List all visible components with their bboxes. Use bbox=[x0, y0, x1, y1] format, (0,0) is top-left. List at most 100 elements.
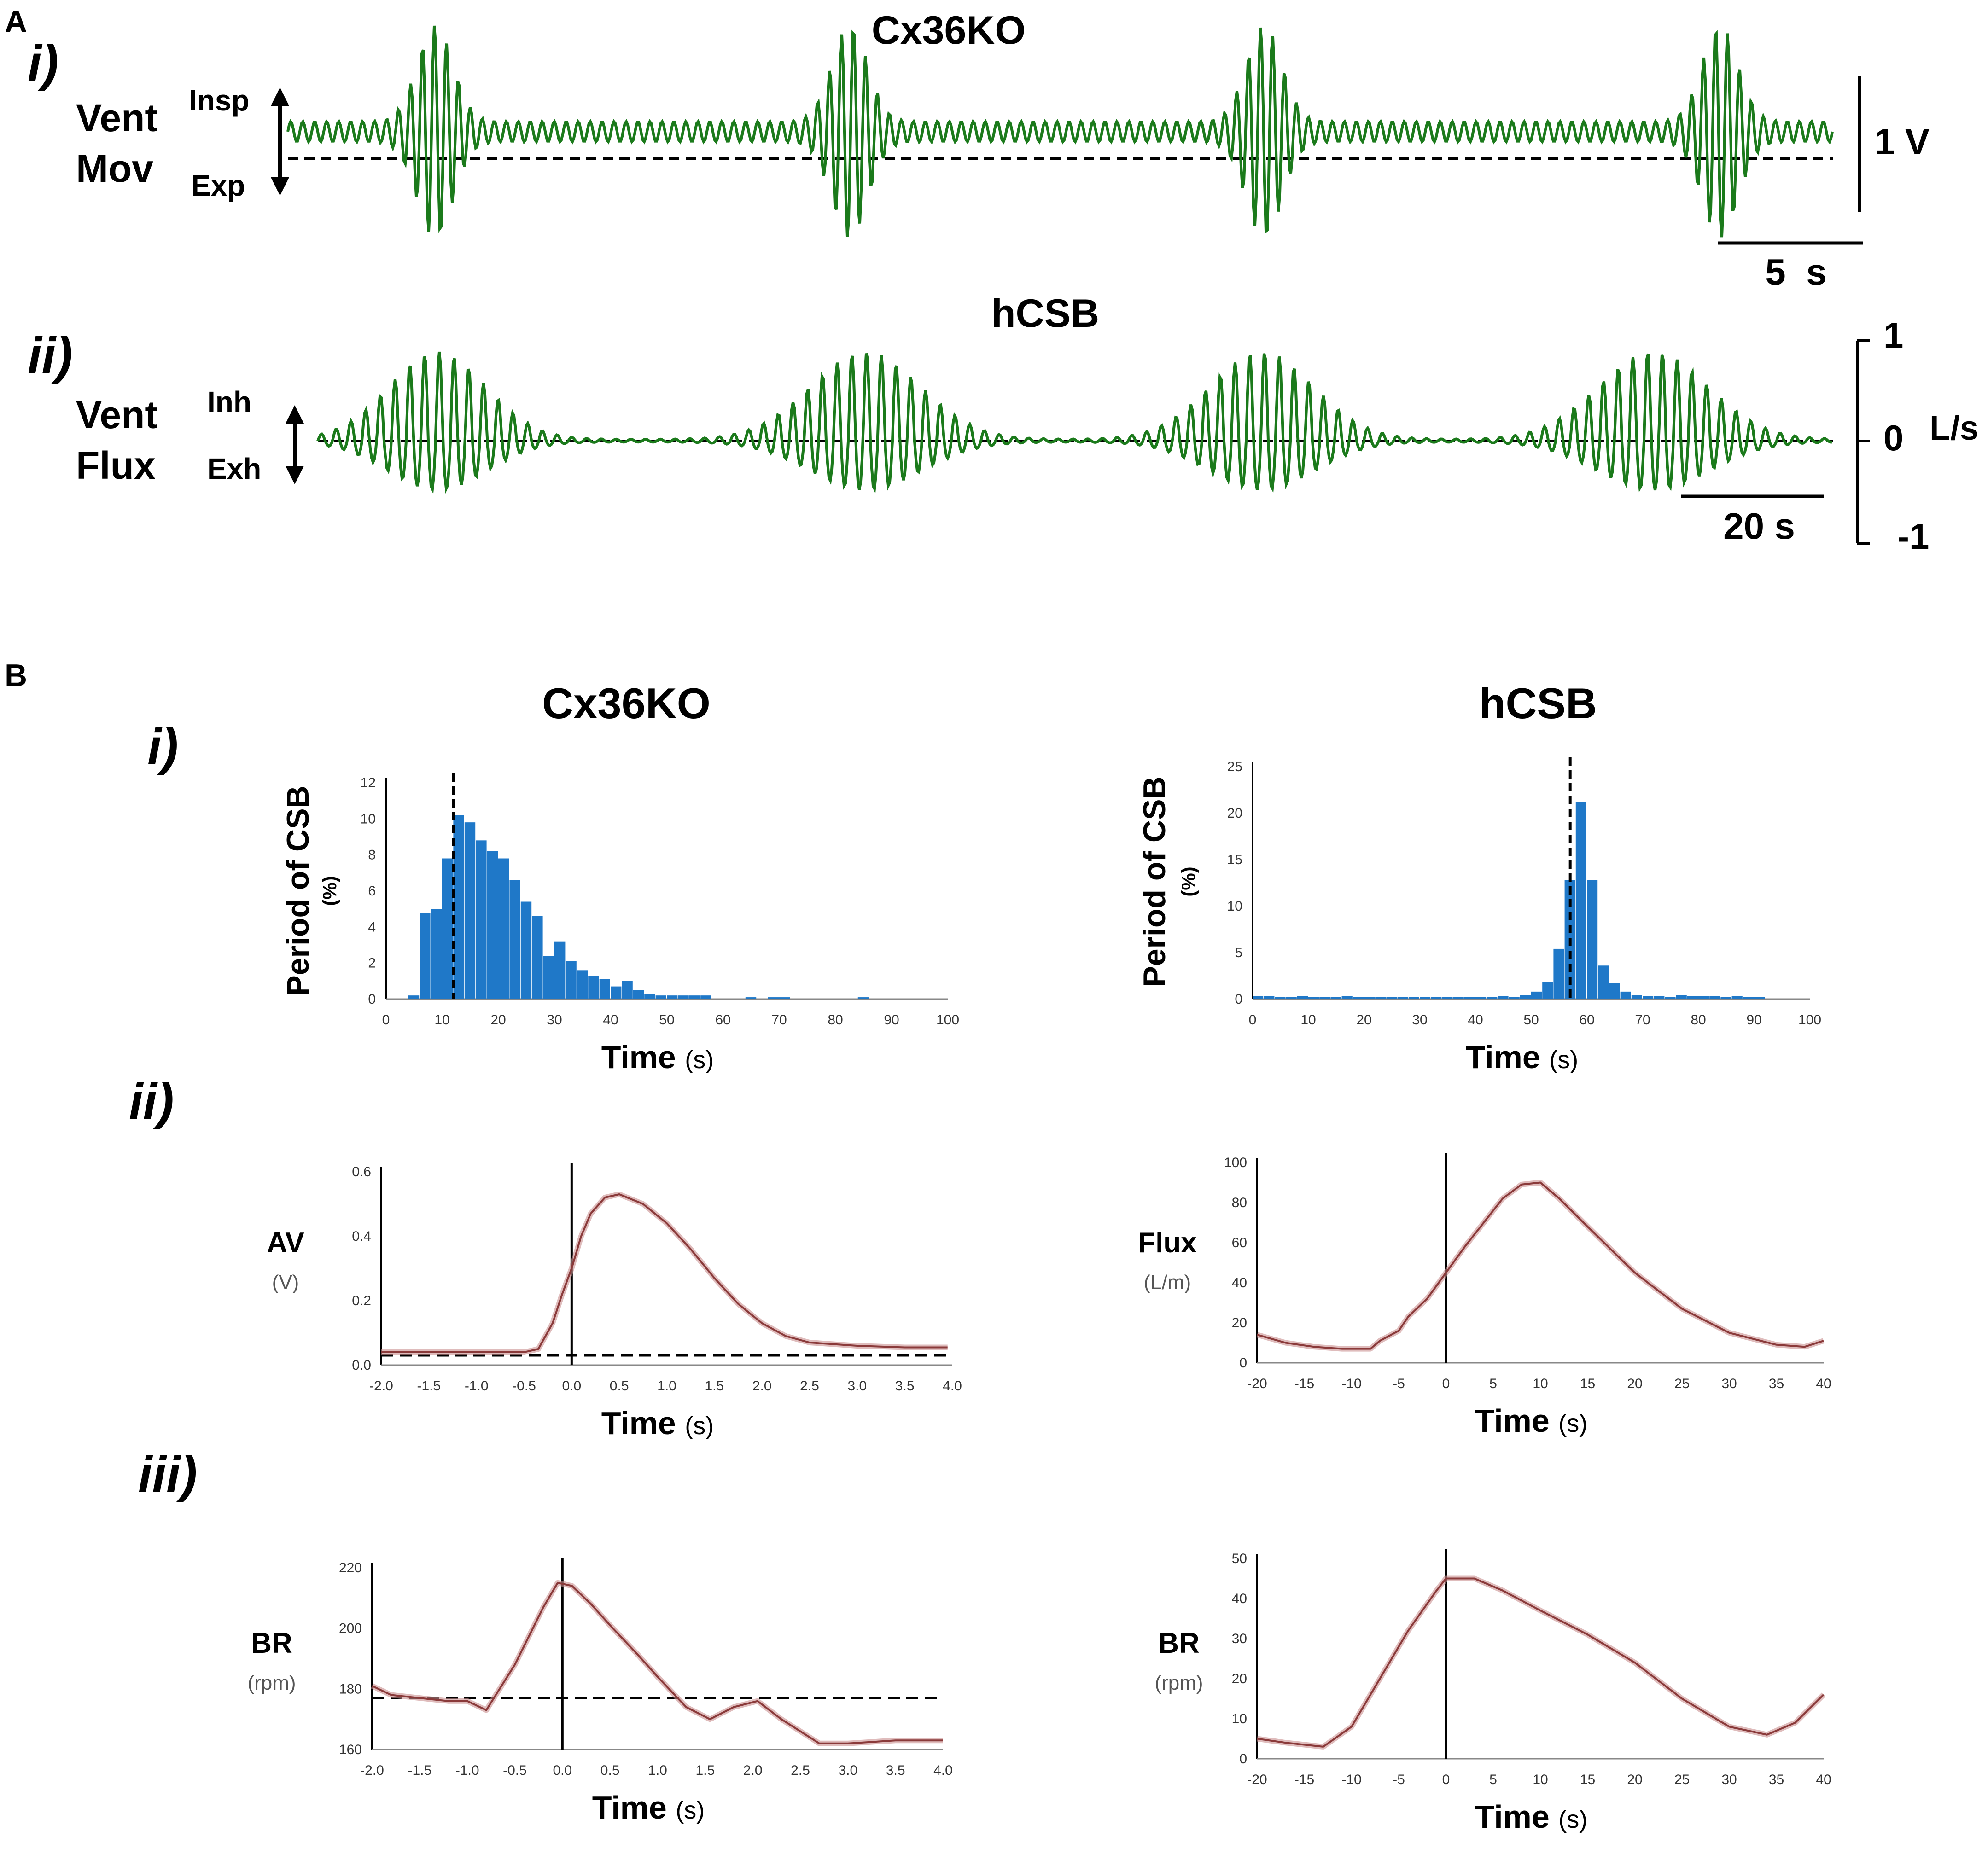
bi_right-bar bbox=[1743, 997, 1754, 999]
bi_right-ytick-label: 20 bbox=[1227, 806, 1242, 821]
biii_right-xtick-label: -5 bbox=[1393, 1772, 1405, 1787]
bi_right-bar bbox=[1330, 997, 1341, 999]
col-title-right: hCSB bbox=[1479, 679, 1597, 727]
bi_left-bar bbox=[779, 997, 790, 999]
biii_right-ylabel: BR bbox=[1158, 1628, 1200, 1659]
bi_left-bar bbox=[655, 995, 666, 999]
bii_left-xtick-label: -1.5 bbox=[417, 1378, 441, 1394]
bii_right-series-halo bbox=[1256, 1180, 1825, 1352]
bi_right-xtick-label: 0 bbox=[1249, 1012, 1257, 1028]
bi_left-bar bbox=[520, 901, 532, 999]
tick-neg1-a-ii: -1 bbox=[1897, 516, 1929, 557]
biii_right-xtick-label: 20 bbox=[1627, 1772, 1642, 1787]
bii_right-ytick-label: 20 bbox=[1232, 1315, 1247, 1331]
bii_right-yunit: (L/m) bbox=[1144, 1271, 1191, 1294]
hscale-label-a-ii: 20 s bbox=[1723, 506, 1795, 546]
bii_right-xtick-label: 15 bbox=[1580, 1376, 1595, 1391]
bi_right-bar bbox=[1253, 996, 1264, 999]
bi_right-bar bbox=[1286, 997, 1297, 999]
double-arrow-a-ii-icon bbox=[286, 405, 304, 484]
bi_right-xtick-label: 70 bbox=[1635, 1012, 1650, 1028]
bi_right-bar bbox=[1453, 997, 1464, 999]
bi_left-bar bbox=[611, 986, 622, 999]
bi_right-bar bbox=[1542, 982, 1553, 999]
row-label-b-ii: ii) bbox=[129, 1073, 174, 1130]
bii_left-xtick-label: 1.0 bbox=[657, 1378, 676, 1394]
bi_left-bar bbox=[554, 941, 566, 999]
biii_left-xtick-label: 2.0 bbox=[743, 1763, 763, 1778]
biii_left-xtick-label: 3.0 bbox=[838, 1763, 857, 1778]
bi_right-bar bbox=[1587, 880, 1598, 999]
bii_right-xtick-label: 30 bbox=[1721, 1376, 1737, 1391]
hscale-label-a-i: 5 s bbox=[1765, 251, 1826, 292]
bi_right-bar bbox=[1531, 991, 1542, 999]
biii_left-xtick-label: -2.0 bbox=[360, 1763, 384, 1778]
bi_right-bar bbox=[1665, 997, 1676, 999]
bii_left-series-halo bbox=[381, 1192, 948, 1355]
biii_left-xtick-label: 1.0 bbox=[648, 1763, 667, 1778]
bi_right-bar bbox=[1520, 995, 1531, 999]
bi_right-ytick-label: 5 bbox=[1235, 945, 1242, 960]
bi_left-xtick-label: 100 bbox=[936, 1012, 959, 1028]
bi_right-bar bbox=[1475, 997, 1487, 999]
bi_left-ytick-label: 6 bbox=[368, 884, 376, 899]
bi_right-bar bbox=[1498, 996, 1509, 999]
bi_left-bar bbox=[532, 916, 543, 999]
bi_left-bar bbox=[633, 990, 644, 999]
panel-label-a: A bbox=[5, 4, 27, 39]
bii_left-xtick-label: 0.0 bbox=[562, 1378, 581, 1394]
biii_right-xtick-label: 5 bbox=[1489, 1772, 1497, 1787]
bi_right-bar bbox=[1442, 997, 1453, 999]
bi_left-yunit: (%) bbox=[319, 876, 340, 906]
bii_left-xtick-label: 4.0 bbox=[943, 1378, 962, 1394]
bii_right-xtick-label: 20 bbox=[1627, 1376, 1642, 1391]
bi_left-bar bbox=[599, 979, 610, 999]
bii_right-xtick-label: 35 bbox=[1769, 1376, 1784, 1391]
bii_right-ytick-label: 0 bbox=[1239, 1355, 1247, 1371]
bi_left-bar bbox=[667, 995, 678, 999]
bi_left-xunit: (s) bbox=[685, 1046, 714, 1074]
bii_left-ytick-label: 0.6 bbox=[352, 1164, 371, 1180]
biii_left-ylabel: BR bbox=[251, 1628, 292, 1659]
bii_left-xunit: (s) bbox=[685, 1412, 714, 1440]
bi_right-bar bbox=[1386, 997, 1397, 999]
bi_right-bar bbox=[1364, 997, 1375, 999]
bi_right-bar bbox=[1754, 997, 1765, 999]
biii_right-xtick-label: 0 bbox=[1442, 1772, 1450, 1787]
bii_left-xtick-label: 1.5 bbox=[705, 1378, 724, 1394]
bi_right-bar bbox=[1676, 995, 1687, 999]
bi_left-bar bbox=[464, 822, 476, 999]
bii_right-ytick-label: 40 bbox=[1232, 1275, 1247, 1291]
bi_right-bar bbox=[1397, 997, 1408, 999]
bi_right-bar bbox=[1431, 997, 1442, 999]
row-label-b-iii: iii) bbox=[138, 1446, 197, 1503]
bi_left-ylabel: Period of CSB bbox=[280, 785, 315, 996]
bi_right-bar bbox=[1553, 948, 1564, 999]
biii_left-xtick-label: -1.0 bbox=[455, 1763, 479, 1778]
tick-1-a-ii: 1 bbox=[1883, 315, 1903, 355]
bi_right-bar bbox=[1408, 997, 1419, 999]
biii_left-series-halo bbox=[371, 1580, 943, 1746]
bi_right-bar bbox=[1654, 996, 1665, 999]
bii_left-xtick-label: -0.5 bbox=[512, 1378, 536, 1394]
biii_right-ytick-label: 30 bbox=[1232, 1631, 1247, 1646]
bi_left-xtick-label: 50 bbox=[659, 1012, 674, 1028]
bii_left-ytick-label: 0.0 bbox=[352, 1358, 371, 1373]
bi_right-xtick-label: 80 bbox=[1691, 1012, 1706, 1028]
biii_left-ytick-label: 180 bbox=[339, 1681, 362, 1697]
biii_right-series-line bbox=[1257, 1577, 1825, 1748]
bi_left-bar bbox=[431, 909, 442, 999]
bi_right-bar bbox=[1643, 996, 1654, 999]
bii_right-xtick-label: -15 bbox=[1294, 1376, 1314, 1391]
biii_left-yunit: (rpm) bbox=[247, 1672, 296, 1694]
biii_left-xunit: (s) bbox=[676, 1796, 705, 1824]
bii_left-yunit: (V) bbox=[272, 1271, 299, 1294]
bi_right-bar bbox=[1275, 997, 1286, 999]
bii_left-xtick-label: 0.5 bbox=[610, 1378, 629, 1394]
bi_right-xtick-label: 20 bbox=[1356, 1012, 1371, 1028]
bi_left-bar bbox=[857, 997, 869, 999]
bii_right-ylabel: Flux bbox=[1138, 1227, 1197, 1259]
